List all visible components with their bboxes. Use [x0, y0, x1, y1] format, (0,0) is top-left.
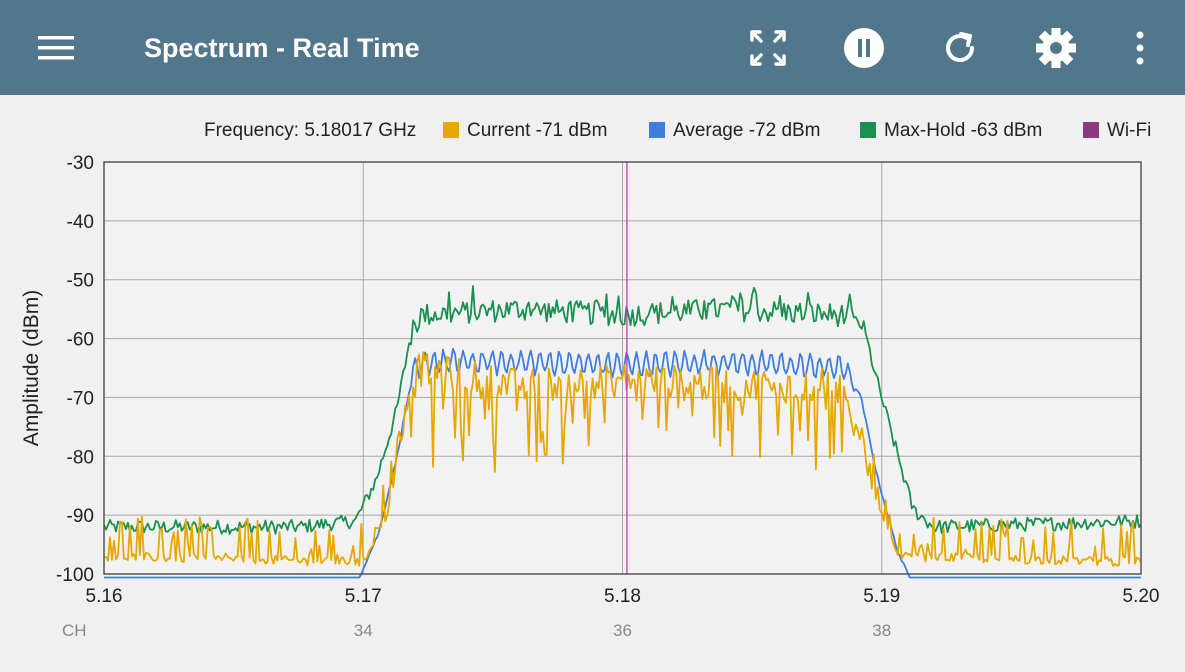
legend-average-label: Average -72 dBm	[673, 120, 821, 141]
menu-icon[interactable]	[28, 20, 84, 76]
channel-tick-label: 38	[872, 621, 891, 640]
legend-wifi-label: Wi-Fi	[1107, 120, 1152, 141]
wifi-swatch	[1083, 122, 1099, 138]
average-swatch	[649, 122, 665, 138]
spectrum-chart[interactable]: -30 -40 -50 -60 -70 -80 -90 -100 5.16 5.17 5.18 5.1…	[0, 150, 1185, 660]
app-bar: Spectrum - Real Time	[0, 0, 1185, 95]
x-tick-label: 5.19	[863, 586, 900, 607]
channel-tick-label: 36	[613, 621, 632, 640]
settings-icon[interactable]	[1028, 20, 1084, 76]
legend-wifi: Wi-Fi	[1083, 118, 1151, 144]
frequency-readout: Frequency: 5.18017 GHz	[204, 120, 417, 141]
pause-icon[interactable]	[836, 20, 892, 76]
fullscreen-icon[interactable]	[740, 20, 796, 76]
more-vert-icon[interactable]	[1112, 20, 1168, 76]
y-tick-label: -50	[67, 271, 94, 292]
x-tick-label: 5.20	[1123, 586, 1160, 607]
x-tick-label: 5.17	[345, 586, 382, 607]
y-tick-label: -60	[67, 330, 94, 351]
series-line-current	[103, 351, 1142, 567]
x-tick-label: 5.16	[86, 586, 123, 607]
y-tick-label: -30	[67, 153, 94, 174]
channel-tick-label: 34	[354, 621, 373, 640]
refresh-icon[interactable]	[932, 20, 988, 76]
y-tick-label: -100	[56, 565, 94, 586]
channel-label: CH	[62, 621, 87, 640]
y-tick-label: -90	[67, 506, 94, 527]
legend-maxhold-label: Max-Hold -63 dBm	[884, 120, 1043, 141]
y-tick-label: -80	[67, 447, 94, 468]
y-tick-label: -40	[67, 212, 94, 233]
legend-current-label: Current -71 dBm	[467, 120, 608, 141]
y-tick-label: -70	[67, 388, 94, 409]
maxhold-swatch	[860, 122, 876, 138]
legend-current: Current -71 dBm	[443, 118, 607, 144]
legend-maxhold: Max-Hold -63 dBm	[860, 118, 1042, 144]
legend-average: Average -72 dBm	[649, 118, 821, 144]
chart-legend: Frequency: 5.18017 GHz Current -71 dBm A…	[0, 118, 1185, 144]
series-line-max-hold	[103, 285, 1142, 535]
plot-frame	[103, 161, 1142, 575]
page-title: Spectrum - Real Time	[144, 33, 420, 63]
current-swatch	[443, 122, 459, 138]
y-axis-label: Amplitude (dBm)	[20, 290, 43, 446]
x-tick-label: 5.18	[604, 586, 641, 607]
